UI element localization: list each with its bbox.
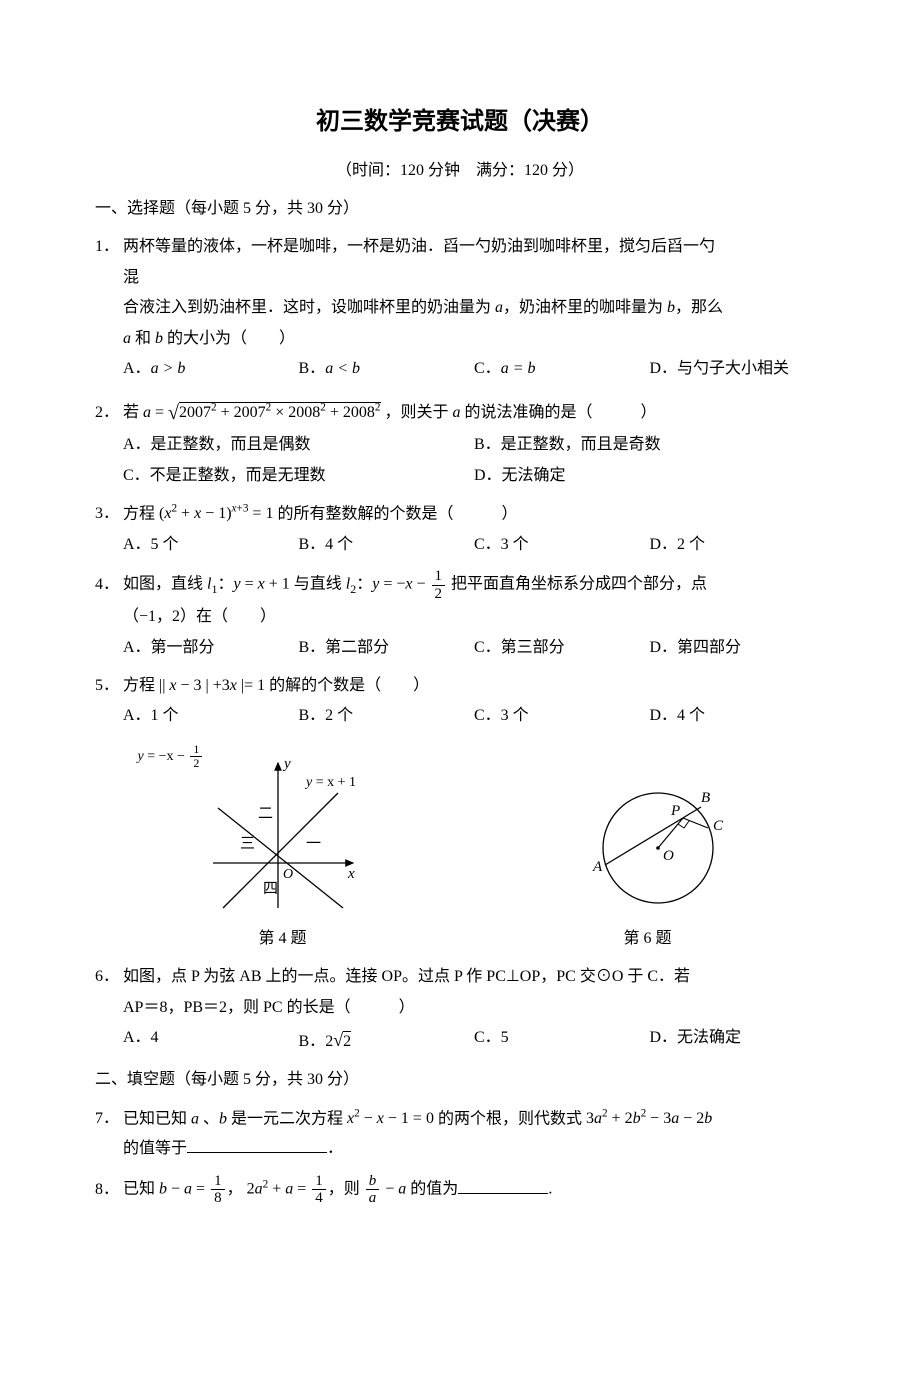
q1-opt-c: C．a = b [474,354,650,384]
question-7: 7．已知已知 a 、b 是一元二次方程 x2 − x − 1 = 0 的两个根，… [95,1104,825,1165]
q1-line4: a 和 b 的大小为（ ） [123,324,825,354]
figure-q6-svg: A B C P O [543,768,753,918]
q8-number: 8． [95,1175,123,1205]
q5-opt-a: A．1 个 [123,701,299,731]
q4-opt-a: A．第一部分 [123,633,299,663]
question-5: 5．方程 || x − 3 | +3x |= 1 的解的个数是（ ） A．1 个… [95,671,825,732]
q6-opt-b: B．2√2 [299,1023,475,1057]
question-4: 4．如图，直线 l1：y = x + 1 与直线 l2：y = −x − 12 … [95,568,825,663]
svg-text:B: B [701,790,710,806]
q1-opt-d: D．与勺子大小相关 [650,354,826,384]
q1-opt-a: A．a > b [123,354,299,384]
figure-q4: y x O y = x + 1 一 二 三 四 y = −x − 12 第 4 … [168,748,398,954]
q6-line1: 如图，点 P 为弦 AB 上的一点。连接 OP。过点 P 作 PC⊥OP，PC … [123,968,690,985]
q2-opt-d: D．无法确定 [474,461,825,491]
q7-line2: 的值等于． [123,1134,825,1164]
question-3: 3．方程 (x2 + x − 1)x+3 = 1 的所有整数解的个数是（ ） A… [95,499,825,560]
svg-text:O: O [663,848,674,864]
q3-options: A．5 个 B．4 个 C．3 个 D．2 个 [123,530,825,560]
q3-opt-a: A．5 个 [123,530,299,560]
svg-text:一: 一 [306,836,321,852]
svg-text:P: P [670,803,680,819]
q6-opt-a: A．4 [123,1023,299,1057]
figure-q4-caption: 第 4 题 [168,924,398,954]
q6-opt-c: C．5 [474,1023,650,1057]
svg-text:y: y [282,756,291,772]
q2-opt-a: A．是正整数，而且是偶数 [123,430,474,460]
q3-opt-c: C．3 个 [474,530,650,560]
q3-opt-b: B．4 个 [299,530,475,560]
figure-q4-svg: y x O y = x + 1 一 二 三 四 [168,748,398,918]
question-8: 8．已知 b − a = 18， 2a2 + a = 14，则 ba − a 的… [95,1173,825,1207]
q5-opt-b: B．2 个 [299,701,475,731]
q5-opt-d: D．4 个 [650,701,826,731]
q3-number: 3． [95,499,123,529]
q2-opt-b: B．是正整数，而且是奇数 [474,430,825,460]
figure-q6: A B C P O 第 6 题 [543,768,753,954]
question-6: 6．如图，点 P 为弦 AB 上的一点。连接 OP。过点 P 作 PC⊥OP，P… [95,962,825,1057]
q1-line3: 合液注入到奶油杯里．这时，设咖啡杯里的奶油量为 a，奶油杯里的咖啡量为 b，那么 [123,293,825,323]
svg-text:四: 四 [263,881,278,897]
q1-line1: 两杯等量的液体，一杯是咖啡，一杯是奶油．舀一勺奶油到咖啡杯里，搅匀后舀一勺 [123,238,715,255]
q6-options: A．4 B．2√2 C．5 D．无法确定 [123,1023,825,1057]
q6-opt-d: D．无法确定 [650,1023,826,1057]
q1-opt-b: B．a < b [299,354,475,384]
q5-number: 5． [95,671,123,701]
q4-opt-d: D．第四部分 [650,633,826,663]
svg-text:三: 三 [240,836,255,852]
svg-text:二: 二 [258,806,273,822]
svg-text:C: C [713,818,724,834]
q2-options: A．是正整数，而且是偶数 B．是正整数，而且是奇数 C．不是正整数，而是无理数 … [123,430,825,491]
q5-options: A．1 个 B．2 个 C．3 个 D．4 个 [123,701,825,731]
q4-line2: （−1，2）在（ ） [123,602,825,632]
page-title: 初三数学竞赛试题（决赛） [95,100,825,146]
q8-blank [458,1177,548,1194]
q7-blank [187,1136,327,1153]
svg-text:A: A [592,859,603,875]
q7-number: 7． [95,1104,123,1134]
question-2: 2．若 a = √20072 + 20072 × 20082 + 20082 ，… [95,392,825,491]
q4-opt-b: B．第二部分 [299,633,475,663]
q1-options: A．a > b B．a < b C．a = b D．与勺子大小相关 [123,354,825,384]
q1-number: 1． [95,232,123,262]
q3-opt-d: D．2 个 [650,530,826,560]
q6-number: 6． [95,962,123,992]
figures-row: y x O y = x + 1 一 二 三 四 y = −x − 12 第 4 … [95,748,825,954]
q1-line2: 混 [123,263,825,293]
page-subtitle: （时间：120 分钟 满分：120 分） [95,156,825,186]
q4-options: A．第一部分 B．第二部分 C．第三部分 D．第四部分 [123,633,825,663]
q2-number: 2． [95,398,123,428]
svg-text:y = x + 1: y = x + 1 [304,775,356,790]
q5-opt-c: C．3 个 [474,701,650,731]
question-1: 1．两杯等量的液体，一杯是咖啡，一杯是奶油．舀一勺奶油到咖啡杯里，搅匀后舀一勺 … [95,232,825,384]
q6-line2: AP＝8，PB＝2，则 PC 的长是（ ） [123,993,825,1023]
section-1-heading: 一、选择题（每小题 5 分，共 30 分） [95,194,825,224]
figure-q6-caption: 第 6 题 [543,924,753,954]
q2-opt-c: C．不是正整数，而是无理数 [123,461,474,491]
q4-number: 4． [95,570,123,600]
section-2-heading: 二、填空题（每小题 5 分，共 30 分） [95,1065,825,1095]
svg-text:O: O [283,867,293,882]
q4-opt-c: C．第三部分 [474,633,650,663]
svg-text:x: x [347,866,355,882]
